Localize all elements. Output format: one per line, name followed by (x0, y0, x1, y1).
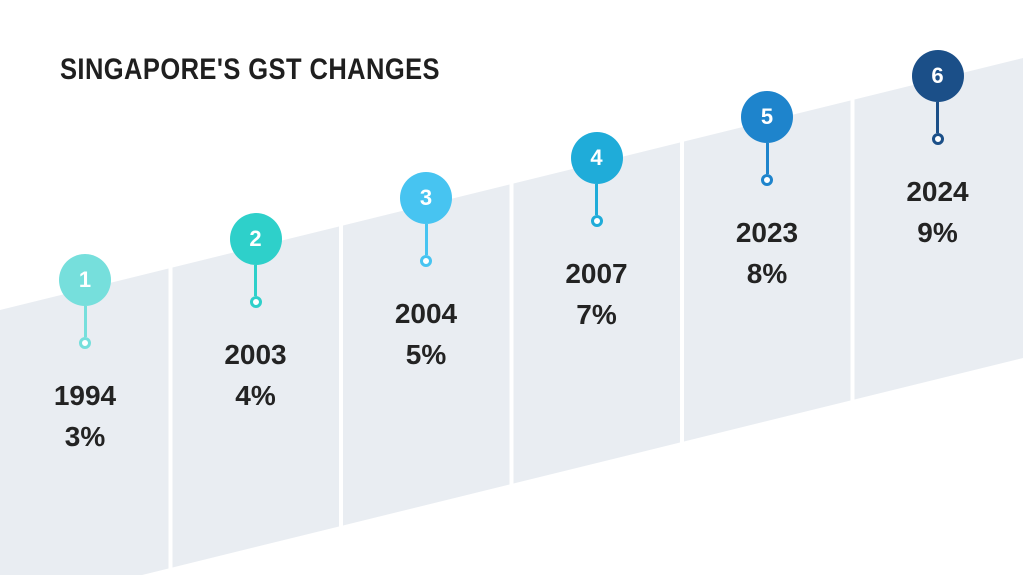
rate-label: 8% (746, 257, 788, 289)
marker-stem (595, 183, 598, 215)
year-label: 2024 (906, 176, 969, 207)
marker-stem (424, 224, 428, 256)
step-number: 3 (419, 185, 433, 211)
marker-ring (249, 296, 262, 309)
ramp-segment (854, 58, 1023, 400)
marker-ring (590, 214, 603, 227)
milestone-2024: 6 2024 9% (853, 50, 1023, 250)
milestone-2007: 4 2007 7% (512, 131, 682, 332)
marker-ring (931, 133, 944, 145)
marker-stem (83, 306, 87, 337)
step-number: 5 (760, 103, 774, 129)
step-marker: 5 (741, 90, 793, 143)
marker-ring (420, 255, 432, 268)
step-number: 2 (249, 226, 262, 252)
milestone-1994: 1 1994 3% (0, 254, 170, 454)
rate-label: 7% (576, 298, 617, 330)
marker-ring (761, 173, 773, 186)
ramp-segment (343, 184, 510, 526)
ramp-segment (172, 226, 339, 568)
year-label: 2004 (394, 298, 458, 330)
rate-label: 9% (917, 217, 958, 248)
milestone-2023: 5 2023 8% (682, 90, 852, 291)
ramp-segment (684, 100, 851, 442)
year-label: 2003 (224, 339, 287, 371)
milestone-2003: 2 2003 4% (171, 213, 341, 413)
chart-title: SINGAPORE'S GST CHANGES (60, 53, 440, 86)
ramp-segment (0, 268, 169, 575)
step-number: 1 (78, 267, 92, 292)
year-label: 2023 (735, 216, 799, 248)
marker-stem (936, 102, 939, 133)
marker-ring (79, 337, 91, 349)
step-marker: 1 (59, 254, 111, 306)
rate-label: 5% (405, 339, 447, 371)
year-label: 2007 (565, 257, 628, 289)
step-marker: 6 (911, 50, 964, 102)
rate-label: 4% (235, 380, 276, 412)
rate-label: 3% (64, 421, 106, 452)
marker-stem (765, 142, 769, 174)
step-number: 4 (590, 144, 603, 170)
step-marker: 4 (570, 131, 623, 184)
step-number: 6 (931, 63, 944, 88)
ramp-segment (513, 142, 680, 484)
milestone-2004: 3 2004 5% (341, 172, 511, 372)
step-marker: 3 (400, 172, 452, 225)
year-label: 1994 (53, 380, 117, 411)
step-marker: 2 (229, 213, 282, 266)
marker-stem (254, 265, 257, 297)
